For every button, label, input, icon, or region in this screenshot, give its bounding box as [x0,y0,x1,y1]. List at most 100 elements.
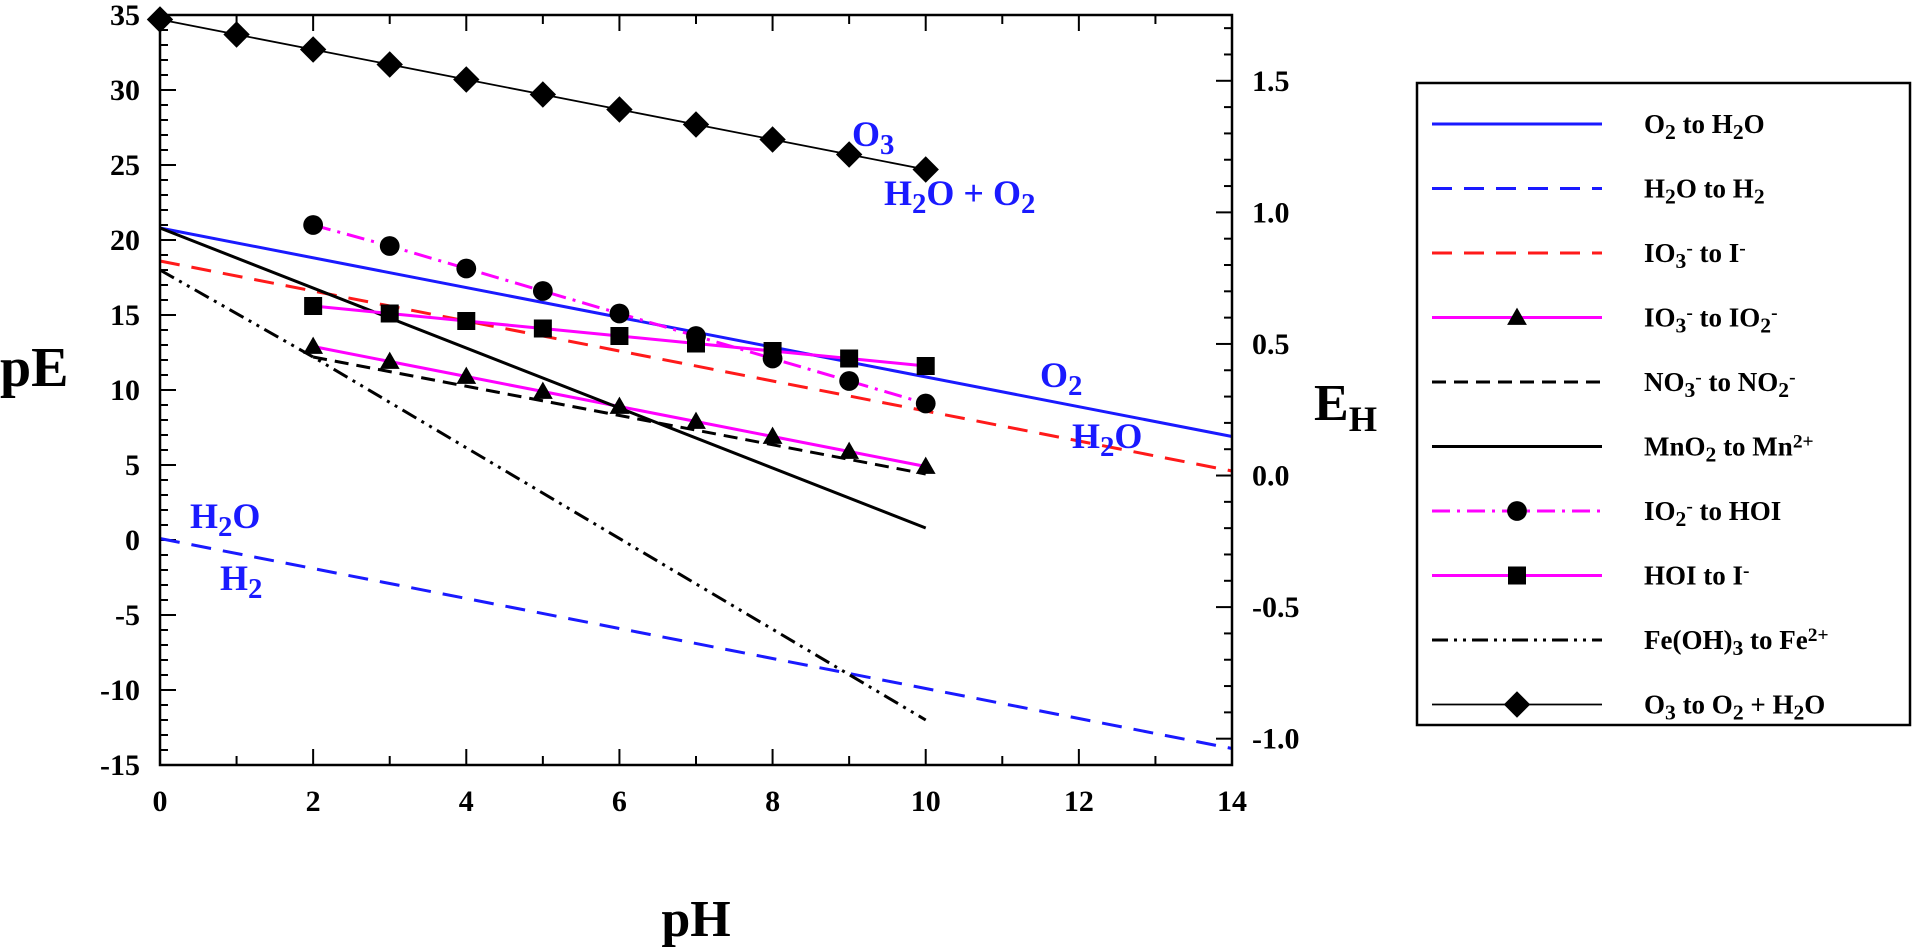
legend-label-o2_h2o-part: to H [1676,109,1733,139]
annotation-h2: H2 [220,558,262,605]
legend-label-o2_h2o: O2 to H2O [1644,109,1765,144]
y2-tick-label: -0.5 [1252,591,1300,624]
legend-label-mno2_mn-part: 2 [1706,443,1717,467]
legend-label-io3_i: IO3- to I- [1644,238,1746,273]
x-tick-label: 0 [153,785,168,818]
data-point-io2_hoi [379,236,400,256]
annotation-h2o_right-part: 2 [1100,431,1114,463]
legend-label-feoh3_fe-part: 2+ [1808,625,1829,646]
annotation-h2o_right-part: O [1114,416,1142,456]
series-h2o_h2 [159,537,1233,750]
data-point-o3_o2 [835,141,863,168]
y-tick-label: -10 [100,674,140,707]
axis-text-layer: 0 2 4 6 8 10 12 14 35 30 25 20 15 10 5 0 -5 -10 -15 1.5 1.0 0… [0,0,1377,948]
legend-label-o3_o2-part: to O [1676,690,1733,720]
series-mno2_mn [159,226,927,530]
legend-item-o3_o2: O3 to O2 + H2O [1432,690,1825,725]
data-point-io3_io2 [839,441,860,459]
annotation-h2-part: 2 [248,573,262,605]
data-point-o3_o2 [299,36,327,63]
legend-label-h2o_h2-part: H [1644,174,1665,204]
legend-label-no3_no2-part: 3 [1685,378,1696,402]
data-point-o3_o2 [606,96,633,123]
annotation-h2o_o2-part: H [884,173,912,213]
legend-label-o3_o2-part: O [1804,690,1825,720]
y2-tick-label: 0.0 [1252,460,1290,493]
annotation-o3-part: O [852,114,880,154]
annotation-h2o_right: H2O [1072,416,1142,463]
x-tick-label: 8 [765,785,780,818]
y-tick-label: -15 [100,749,140,782]
legend-label-no3_no2-part: to NO [1702,367,1779,397]
legend-label-io3_io2-part: 2 [1760,314,1771,338]
series-line-no3_no2 [312,355,926,476]
annotation-o2-part: 2 [1068,370,1082,402]
legend-marker-hoi_i [1508,566,1526,585]
data-point-o3_o2 [529,81,557,108]
legend-label-io3_io2-part: - [1771,303,1777,324]
annotation-h2o_left-part: 2 [218,511,232,543]
legend-label-no3_no2: NO3- to NO2- [1644,367,1796,402]
legend-label-feoh3_fe-part: 3 [1732,636,1743,660]
annotation-o2-part: O [1040,355,1068,395]
data-point-io3_io2 [456,366,477,384]
y2-tick-label: 0.5 [1252,328,1290,361]
legend-item-io3_i: IO3- to I- [1432,238,1746,273]
legend-label-o2_h2o-part: 2 [1733,120,1744,144]
legend-label-hoi_i-part: HOI to I [1644,561,1743,591]
y-tick-label: 35 [110,0,140,32]
annotation-h2o_left: H2O [190,496,260,543]
legend-label-io2_hoi: IO2- to HOI [1644,496,1781,531]
legend-label-no3_no2-part: 2 [1778,378,1789,402]
series-io3_i [159,259,1233,473]
legend-label-io2_hoi-part: IO [1644,496,1676,526]
x-tick-label: 6 [612,785,627,818]
legend-label-o2_h2o-part: O [1744,109,1765,139]
annotation-h2o_right-part: H [1072,416,1100,456]
legend-label-feoh3_fe-part: Fe(OH) [1644,625,1732,655]
y-tick-label: 20 [110,224,140,257]
legend-label-o2_h2o-part: 2 [1665,120,1676,144]
data-point-io3_io2 [915,456,936,474]
x-tick-label: 14 [1217,785,1247,818]
series-line-h2o_h2 [159,537,1233,750]
y2-tick-label: 1.0 [1252,196,1290,229]
legend-label-o3_o2: O3 to O2 + H2O [1644,690,1825,725]
legend-label-io3_i-part: to I [1693,238,1740,268]
legend-label-io3_i-part: IO [1644,238,1676,268]
legend-label-h2o_h2-part: 2 [1754,185,1765,209]
y-tick-label: 0 [125,524,140,557]
data-point-hoi_i [380,304,399,323]
data-point-io2_hoi [609,303,630,324]
series-line-io3_i [159,259,1233,473]
annotation-h2o_o2-part: 2 [1021,188,1035,220]
legend-label-h2o_h2-part: O to H [1676,174,1754,204]
legend-label-io3_io2: IO3- to IO2- [1644,303,1778,338]
data-point-hoi_i [840,349,859,368]
legend-item-mno2_mn: MnO2 to Mn2+ [1432,432,1814,467]
data-point-io3_io2 [762,426,783,444]
data-point-io3_io2 [532,381,553,399]
legend-item-hoi_i: HOI to I- [1432,561,1750,591]
data-point-io3_io2 [379,351,400,369]
data-point-hoi_i [687,334,705,353]
data-point-o3_o2 [759,126,786,153]
data-point-io3_io2 [686,411,706,429]
annotation-o2: O2 [1040,355,1082,402]
data-point-o3_o2 [376,51,403,78]
legend-label-io3_i-part: 3 [1676,249,1687,273]
legend-label-feoh3_fe: Fe(OH)3 to Fe2+ [1644,625,1829,660]
annotation-o3-part: 3 [880,129,894,161]
x-tick-label: 12 [1064,785,1094,818]
annotation-h2o_o2-part: 2 [912,188,926,220]
legend-label-o2_h2o-part: O [1644,109,1665,139]
data-point-o3_o2 [912,156,939,183]
legend-label-io3_io2-part: - [1686,303,1692,324]
data-point-o3_o2 [682,111,710,138]
data-point-hoi_i [533,319,552,338]
legend-label-mno2_mn-part: to Mn [1716,432,1793,462]
legend-label-o3_o2-part: 2 [1794,701,1805,725]
